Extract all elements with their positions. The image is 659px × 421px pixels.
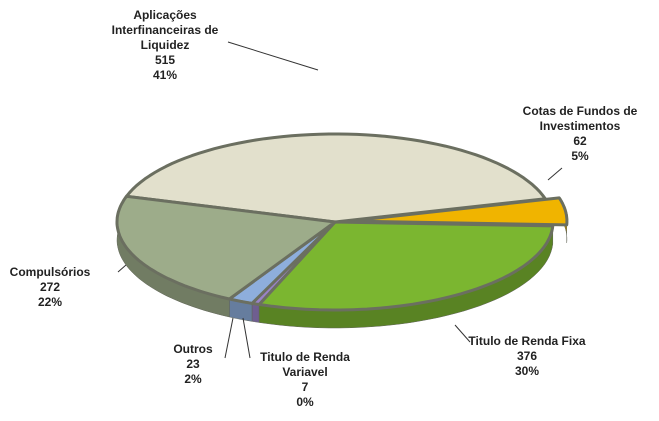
slice-label: Titulo de Renda Fixa 376 30% [462, 334, 592, 379]
label-name: Titulo de Renda Fixa [468, 334, 586, 348]
leader-line [454, 324, 471, 343]
label-value: 272 [39, 280, 61, 294]
label-percent: 2% [184, 372, 202, 386]
label-name: Outros [173, 342, 213, 356]
pie-slice [115, 194, 337, 301]
leader-line [117, 264, 127, 273]
label-percent: 22% [37, 295, 63, 309]
label-value: 62 [573, 134, 587, 148]
label-name: Aplicações Interfinanceiras de Liquidez [111, 8, 219, 52]
slice-label: Compulsórios 272 22% [0, 265, 115, 310]
leader-line [227, 41, 319, 71]
slice-label: Titulo de Renda Variavel 7 0% [240, 350, 370, 410]
leader-line [242, 317, 251, 359]
label-value: 7 [301, 380, 309, 394]
pie-slice [257, 220, 555, 312]
slice-label: Outros 23 2% [128, 342, 258, 387]
label-value: 23 [186, 357, 200, 371]
pie-slice [347, 196, 569, 227]
pie-slice [125, 132, 547, 224]
label-name: Titulo de Renda Variavel [260, 350, 350, 379]
label-percent: 41% [152, 68, 178, 82]
leader-line [547, 167, 563, 181]
slice-label: Aplicações Interfinanceiras de Liquidez 5… [100, 8, 230, 83]
label-name: Cotas de Fundos de Investimentos [522, 104, 638, 133]
label-percent: 0% [296, 395, 314, 409]
label-name: Compulsórios [9, 265, 91, 279]
label-percent: 30% [514, 364, 540, 378]
leader-line [224, 317, 234, 359]
label-value: 515 [154, 53, 176, 67]
slice-side [251, 303, 260, 323]
label-value: 376 [516, 349, 538, 363]
label-percent: 5% [571, 149, 589, 163]
slice-label: Cotas de Fundos de Investimentos 62 5% [515, 104, 645, 164]
